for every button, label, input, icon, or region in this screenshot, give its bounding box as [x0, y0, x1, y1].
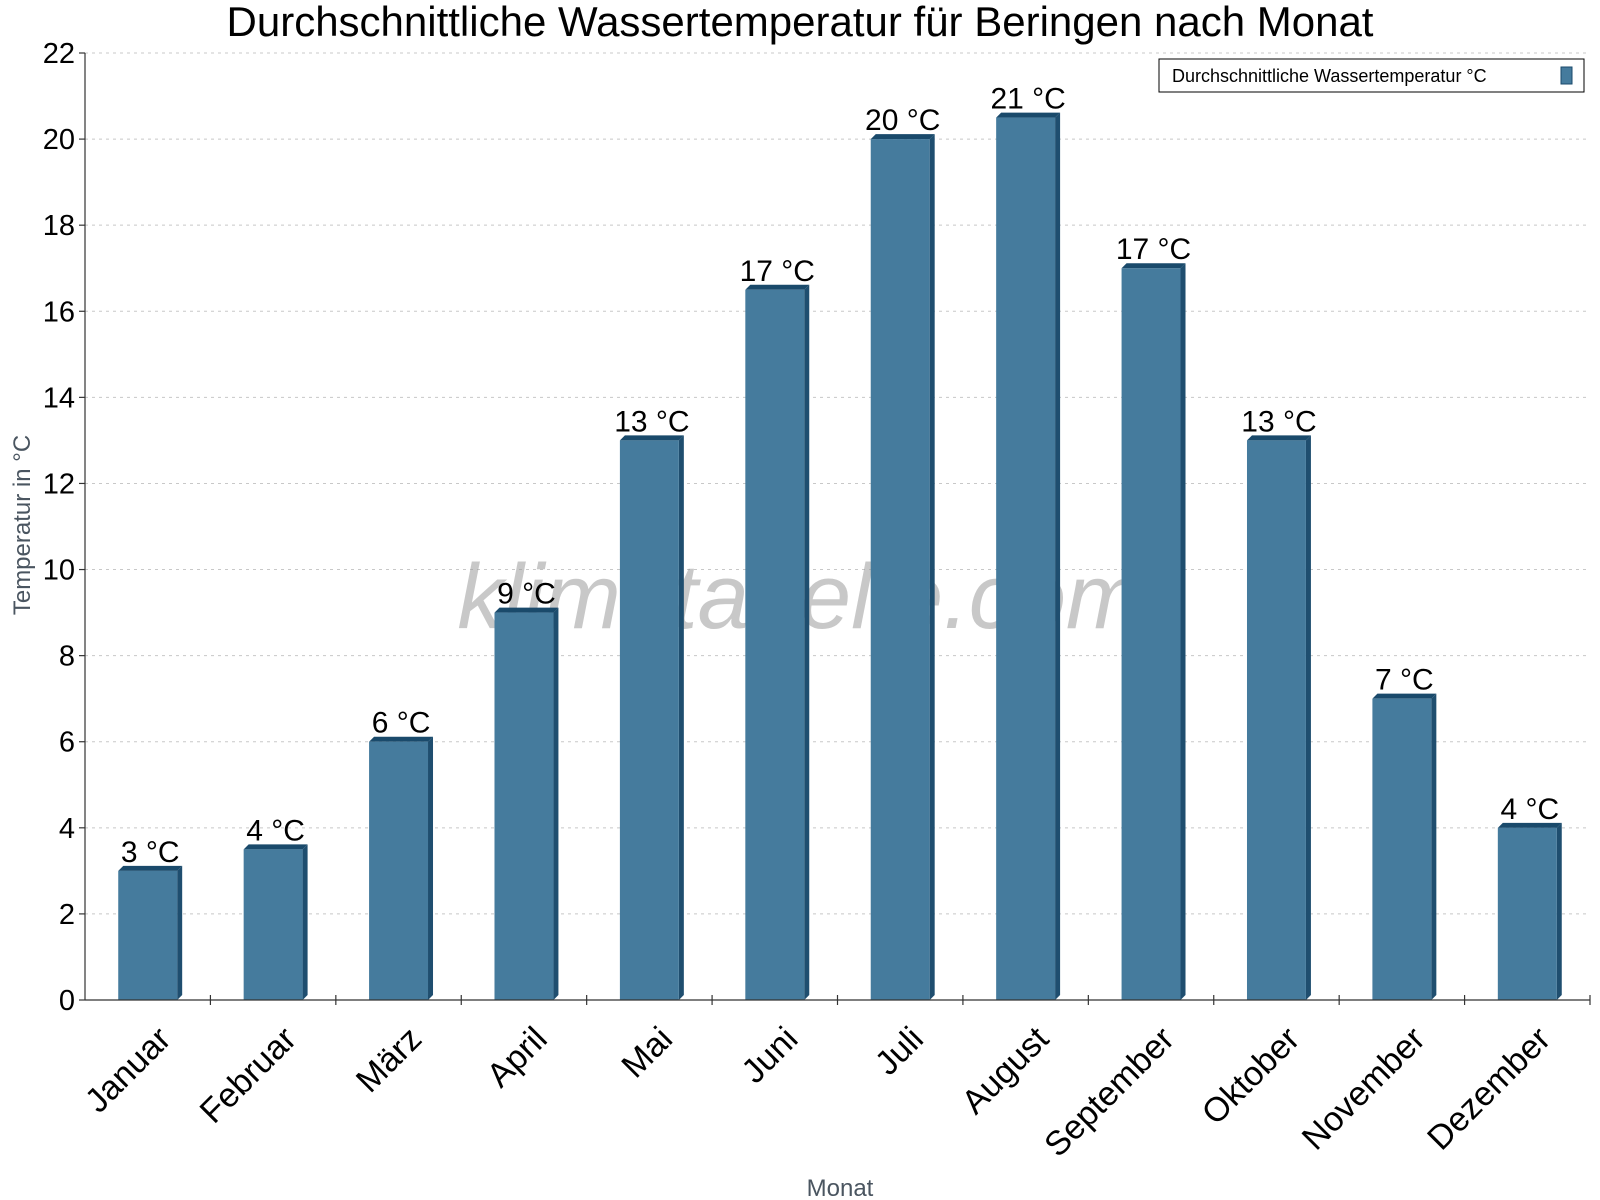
bar-value-label: 20 °C — [865, 104, 940, 137]
chart-title: Durchschnittliche Wassertemperatur für B… — [227, 0, 1374, 45]
y-tick-label: 22 — [43, 38, 75, 70]
bar-value-labels: 3 °C 4 °C 6 °C 9 °C 13 °C 17 °C 20 °C 21 °C 17 °… — [121, 83, 1559, 869]
x-tick-label: August — [955, 1019, 1057, 1121]
bar-face — [243, 849, 303, 1000]
bar-face — [118, 870, 178, 1000]
bar-side — [302, 844, 308, 1000]
y-tick-label: 6 — [59, 727, 75, 759]
bar-face — [1372, 698, 1432, 1000]
bar — [369, 736, 434, 1000]
x-tick-label: Juni — [734, 1020, 805, 1091]
bar-side — [678, 435, 684, 1001]
bar — [870, 134, 935, 1000]
bar-value-label: 21 °C — [990, 83, 1065, 116]
bar-value-label: 17 °C — [1116, 233, 1191, 266]
gridlines — [85, 52, 1590, 915]
y-tick-labels: 0 2 4 6 8 10 12 14 16 18 20 22 — [43, 38, 75, 1017]
bar — [1372, 693, 1437, 1000]
bar-side — [1305, 435, 1311, 1001]
bar-value-label: 13 °C — [614, 405, 689, 438]
y-axis-label: Temperatur in °C — [9, 435, 36, 615]
bar-top — [1372, 693, 1437, 699]
legend: Durchschnittliche Wassertemperatur °C — [1158, 58, 1585, 93]
bar-face — [619, 440, 679, 1001]
bar-value-label: 7 °C — [1375, 664, 1434, 697]
y-tick-label: 2 — [59, 899, 75, 931]
bar-top — [1497, 822, 1562, 828]
bar — [745, 284, 810, 1000]
bar — [1121, 263, 1186, 1000]
x-tick-label: Februar — [193, 1020, 304, 1131]
y-tick-label: 12 — [43, 468, 75, 500]
bar-top — [1246, 435, 1311, 441]
y-tick-label: 16 — [43, 296, 75, 328]
bar — [1246, 435, 1311, 1001]
bar-face — [996, 117, 1056, 1001]
x-tick-label: April — [480, 1020, 555, 1095]
bar-face — [870, 139, 930, 1000]
bar — [1497, 822, 1562, 1000]
legend-box — [1158, 58, 1585, 93]
bar-value-label: 4 °C — [246, 814, 305, 847]
bar-side — [804, 284, 810, 1000]
bar-top — [619, 435, 684, 441]
x-tick-label: September — [1037, 1020, 1181, 1164]
y-tick-label: 20 — [43, 124, 75, 156]
bar-side — [1055, 112, 1061, 1001]
bar-face — [494, 612, 554, 1000]
bar — [494, 607, 559, 1000]
bar-face — [1497, 827, 1557, 1000]
bar-top — [118, 865, 183, 871]
bar-side — [428, 736, 434, 1000]
x-tick-label: Juli — [868, 1020, 931, 1083]
bar-top — [745, 284, 810, 290]
bar-top — [1121, 263, 1186, 269]
bar-top — [243, 844, 308, 850]
x-tick-label: Dezember — [1420, 1020, 1558, 1158]
bar-value-label: 13 °C — [1241, 405, 1316, 438]
bar-side — [929, 134, 935, 1000]
bar-value-label: 6 °C — [372, 707, 431, 740]
bar-face — [745, 289, 805, 1000]
bar-side — [1556, 822, 1562, 1000]
bar-top — [369, 736, 434, 742]
bar-side — [553, 607, 559, 1000]
bar-top — [494, 607, 559, 613]
bar-value-label: 17 °C — [740, 255, 815, 288]
bar-value-label: 4 °C — [1500, 793, 1559, 826]
x-tick-label: Mai — [614, 1020, 680, 1086]
y-tick-label: 4 — [59, 813, 75, 845]
x-tick-label: März — [349, 1020, 429, 1100]
legend-label: Durchschnittliche Wassertemperatur °C — [1172, 66, 1487, 86]
bar — [118, 865, 183, 1000]
y-tick-label: 10 — [43, 555, 75, 587]
bar-face — [1246, 440, 1306, 1001]
axes — [79, 52, 1591, 1005]
bar-top — [996, 112, 1061, 118]
y-tick-label: 14 — [43, 382, 75, 414]
y-tick-label: 8 — [59, 641, 75, 673]
x-tick-label: November — [1295, 1020, 1433, 1158]
x-tick-label: Oktober — [1195, 1020, 1307, 1132]
bar — [996, 112, 1061, 1001]
bar-side — [177, 865, 183, 1000]
y-tick-label: 18 — [43, 210, 75, 242]
bar — [243, 844, 308, 1000]
bar-value-label: 9 °C — [497, 578, 556, 611]
x-axis-label: Monat — [807, 1175, 874, 1200]
bar-top — [870, 134, 935, 140]
x-tick-labels: Januar Februar März April Mai Juni Juli AugustS… — [78, 1019, 1558, 1164]
legend-swatch — [1560, 66, 1573, 85]
y-tick-label: 0 — [59, 985, 75, 1017]
x-tick-label: Januar — [78, 1020, 178, 1120]
bar-face — [1121, 268, 1181, 1000]
bar-side — [1180, 263, 1186, 1000]
bar — [619, 435, 684, 1001]
bars — [118, 112, 1562, 1001]
bar-side — [1431, 693, 1437, 1000]
bar-value-label: 3 °C — [121, 836, 180, 869]
bar-face — [369, 741, 429, 1000]
